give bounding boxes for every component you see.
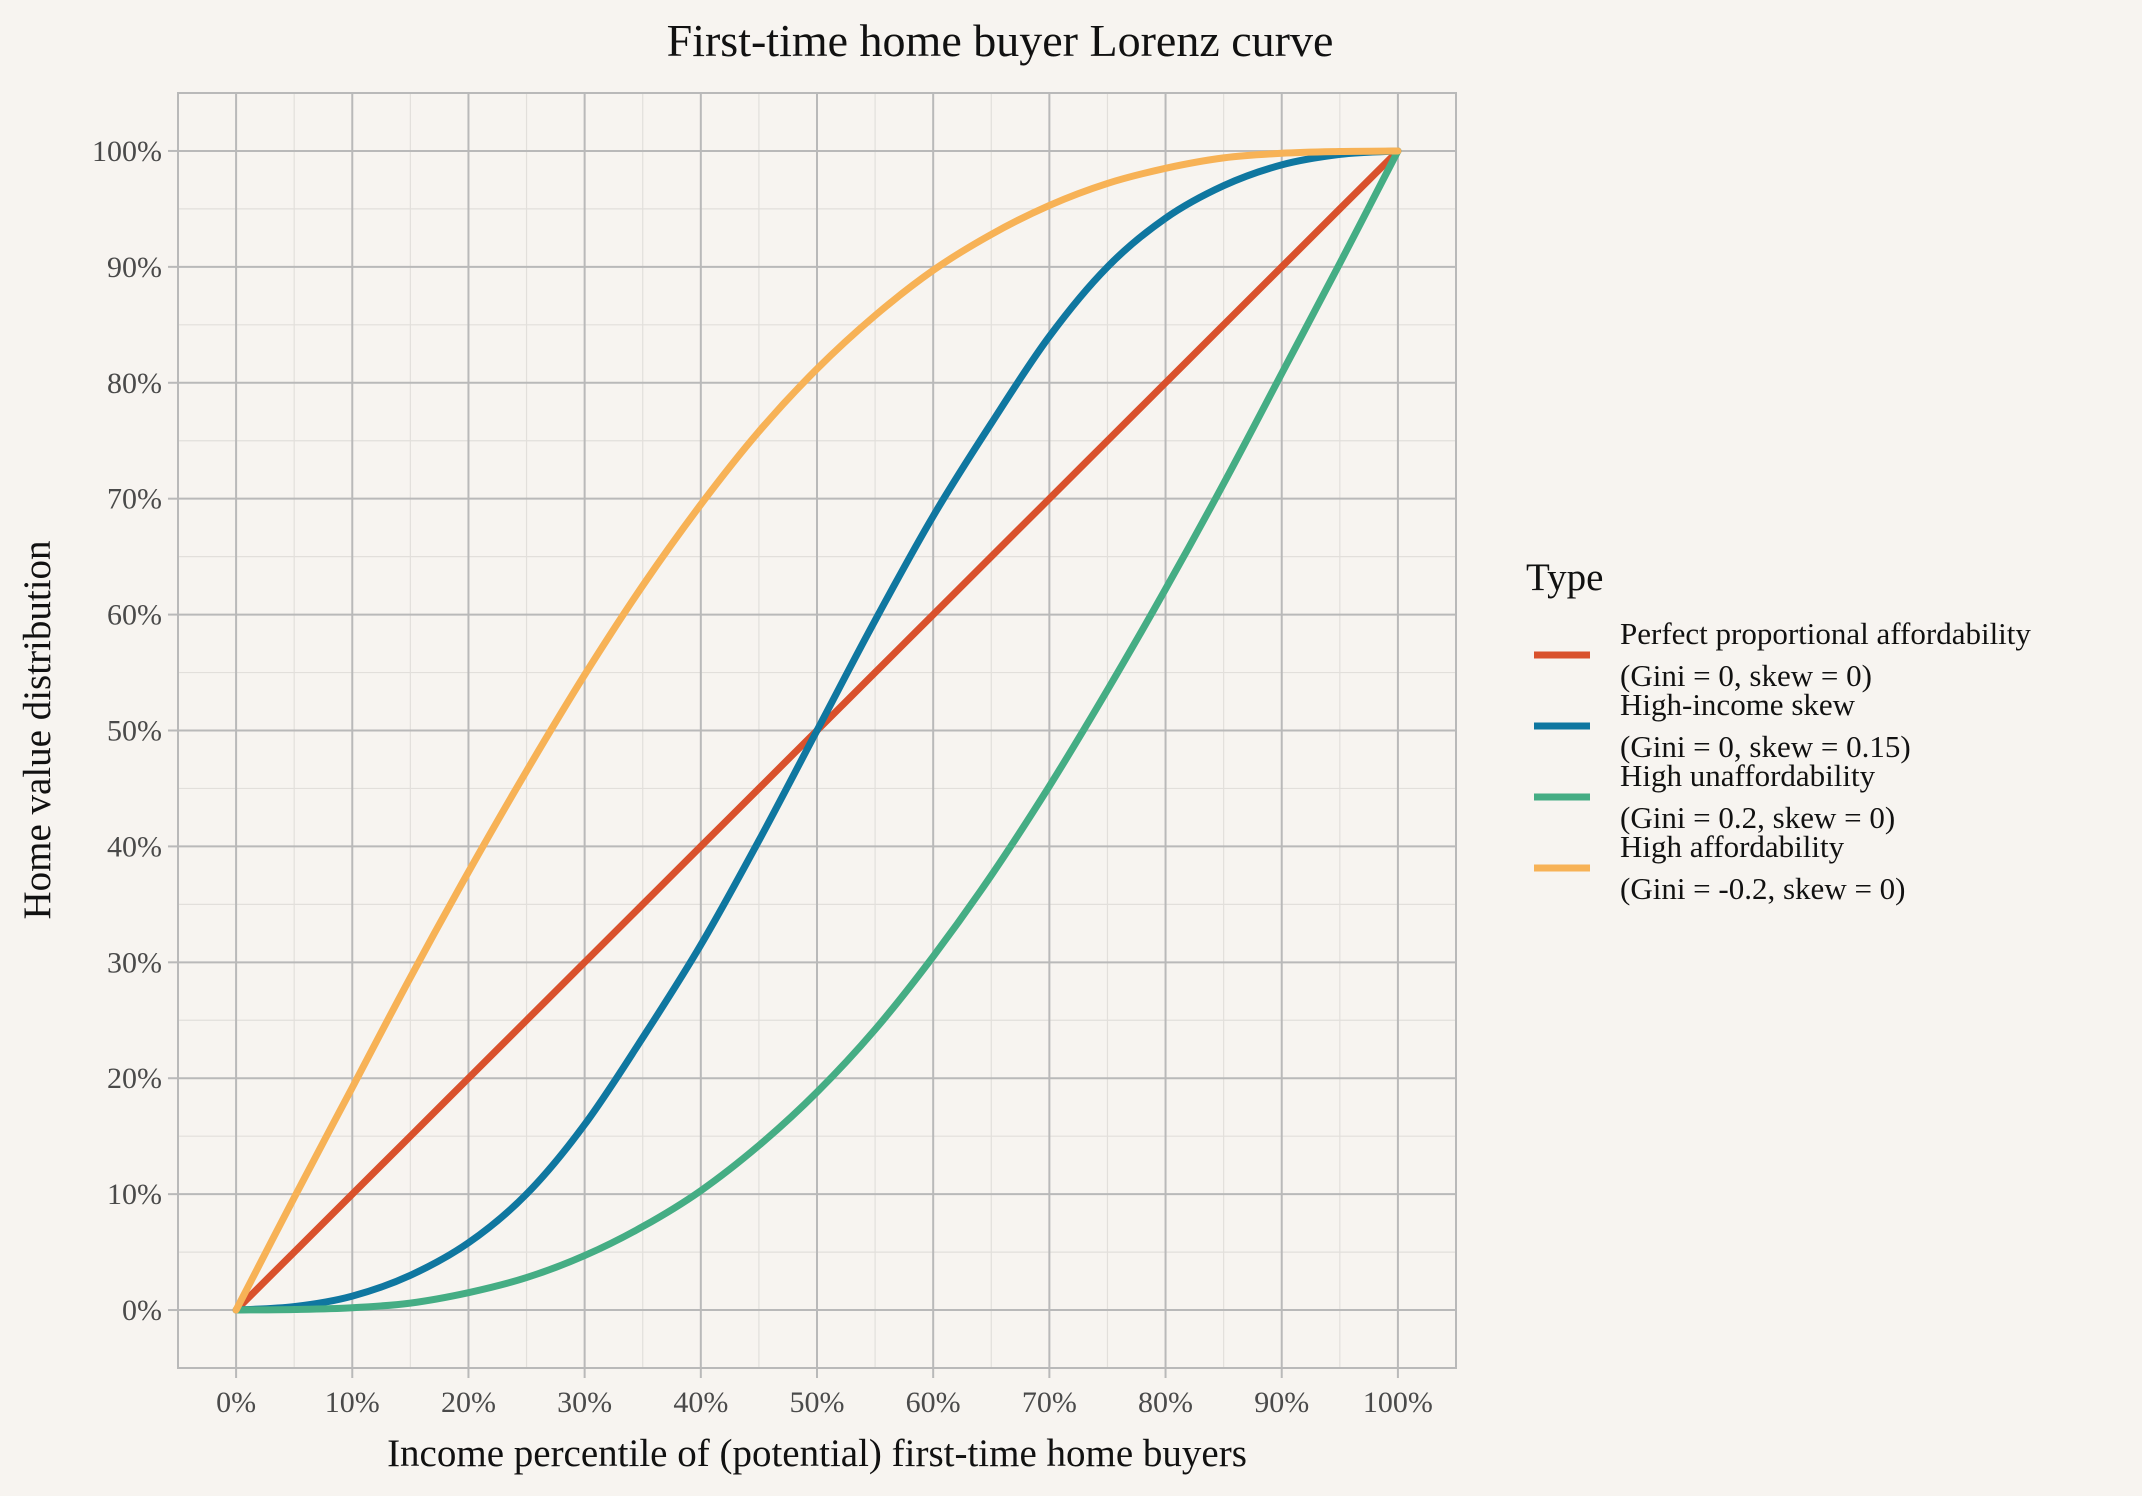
series-line-high-affordability [232,147,1402,1314]
x-tick-label: 60% [906,1386,961,1419]
chart-title: First-time home buyer Lorenz curve [667,15,1334,66]
x-tick-label: 20% [441,1386,496,1419]
legend-label: High-income skew [1620,687,1856,722]
x-tick-label: 50% [790,1386,845,1419]
y-tick-label: 60% [107,599,162,632]
y-tick-label: 100% [92,135,162,168]
y-tick-label: 90% [107,251,162,284]
x-tick-label: 80% [1138,1386,1193,1419]
y-tick-label: 10% [107,1178,162,1211]
y-tick-label: 70% [107,483,162,516]
x-axis-title: Income percentile of (potential) first-t… [387,1432,1247,1475]
series-line-high-income-skew [232,147,1402,1314]
legend-label-detail: (Gini = 0, skew = 0.15) [1620,729,1911,764]
x-tick-label: 70% [1022,1386,1077,1419]
legend-label: Perfect proportional affordability [1620,616,2031,651]
axis-ticks: 0% 10% 20% 30% 40% 50% 60% 70% 80% 90% 100% 0% 10% 20… [92,135,1433,1419]
series-lines [232,147,1402,1314]
x-tick-label: 10% [325,1386,380,1419]
legend-label-detail: (Gini = 0, skew = 0) [1620,658,1872,693]
x-tick-label: 100% [1363,1386,1433,1419]
y-tick-label: 30% [107,946,162,979]
y-tick-label: 50% [107,715,162,748]
legend-label: High unaffordability [1620,758,1876,793]
x-tick-label: 40% [673,1386,728,1419]
y-tick-label: 20% [107,1062,162,1095]
legend: Type Perfect proportional affordability (… [1526,556,2031,906]
x-tick-label: 30% [557,1386,612,1419]
legend-label-detail: (Gini = -0.2, skew = 0) [1620,871,1906,906]
y-axis-title: Home value distribution [16,540,59,919]
legend-label: High affordability [1620,829,1845,864]
y-tick-label: 40% [107,830,162,863]
y-tick-label: 80% [107,367,162,400]
legend-label-detail: (Gini = 0.2, skew = 0) [1620,800,1895,835]
legend-title: Type [1526,556,1603,599]
series-line-high-unaffordability [232,147,1402,1314]
y-tick-label: 0% [122,1294,162,1327]
x-tick-label: 0% [216,1386,256,1419]
x-tick-label: 90% [1254,1386,1309,1419]
